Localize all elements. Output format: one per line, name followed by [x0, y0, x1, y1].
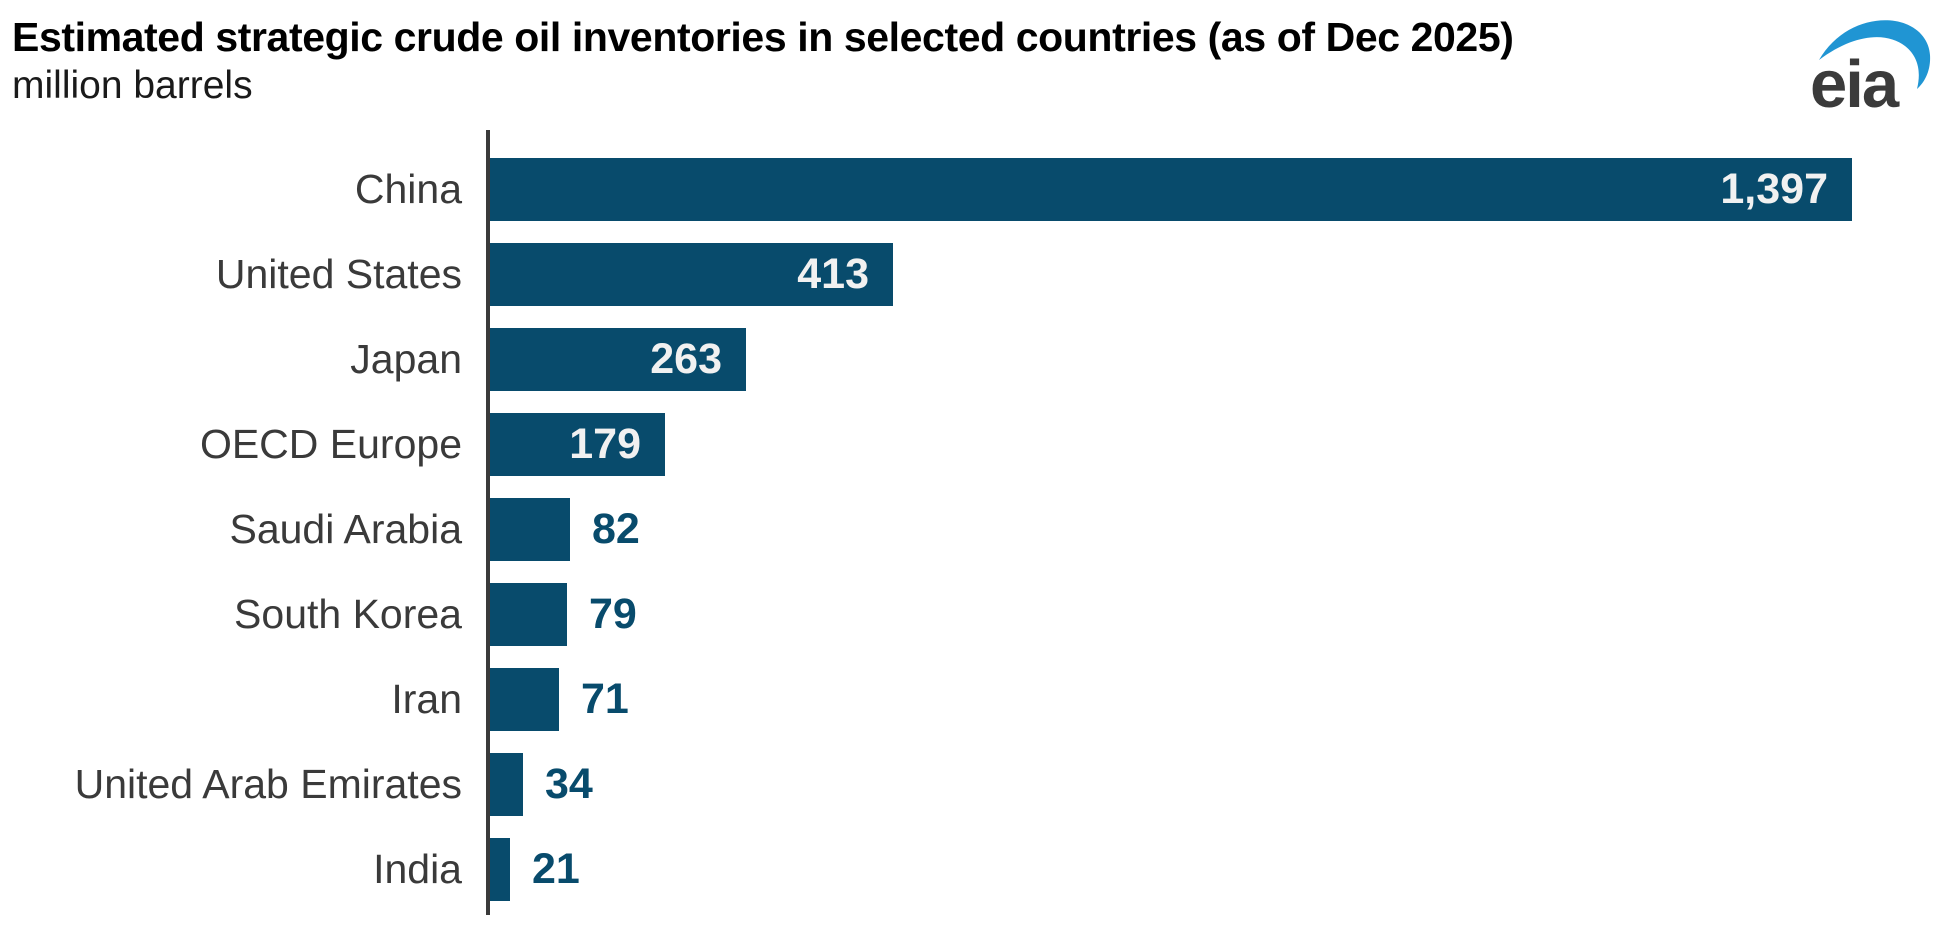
chart-row: Japan 263	[0, 328, 1953, 391]
eia-logo: eia	[1807, 15, 1940, 122]
bar-area: 1,397	[490, 158, 1953, 221]
value-label: 1,397	[1720, 165, 1828, 213]
category-label: Saudi Arabia	[229, 506, 462, 552]
bar	[490, 498, 570, 561]
category-label: Iran	[391, 676, 462, 722]
category-label: India	[373, 846, 462, 892]
eia-logo-text: eia	[1810, 47, 1900, 120]
chart-row: United Arab Emirates 34	[0, 753, 1953, 816]
bar-area: 263	[490, 328, 1953, 391]
value-label: 82	[592, 505, 640, 553]
bar-area: 82	[490, 498, 1953, 561]
chart-row: United States 413	[0, 243, 1953, 306]
category-label: United Arab Emirates	[74, 761, 462, 807]
value-label: 179	[569, 420, 641, 468]
bar: 1,397	[490, 158, 1852, 221]
bar-area: 34	[490, 753, 1953, 816]
chart-title: Estimated strategic crude oil inventorie…	[12, 14, 1514, 60]
chart-row: Saudi Arabia 82	[0, 498, 1953, 561]
chart-rows: China 1,397 United States 413 Japan 263 OECD E…	[0, 158, 1953, 923]
y-axis-line	[486, 130, 490, 915]
bar-area: 71	[490, 668, 1953, 731]
bar	[490, 753, 523, 816]
chart-header: Estimated strategic crude oil inventorie…	[12, 12, 1793, 110]
value-label: 413	[797, 250, 869, 298]
bar: 263	[490, 328, 746, 391]
category-label: China	[354, 166, 462, 212]
category-label: South Korea	[234, 591, 462, 637]
bar-area: 179	[490, 413, 1953, 476]
bar: 179	[490, 413, 665, 476]
eia-swoosh-icon	[1819, 20, 1931, 90]
value-label: 34	[545, 760, 593, 808]
value-label: 79	[589, 590, 637, 638]
chart-row: South Korea 79	[0, 583, 1953, 646]
category-label: Japan	[350, 336, 462, 382]
bar-area: 413	[490, 243, 1953, 306]
value-label: 71	[581, 675, 629, 723]
chart-row: India 21	[0, 838, 1953, 901]
category-label: United States	[215, 251, 462, 297]
eia-logo-graphic: eia	[1810, 20, 1931, 122]
value-label: 21	[532, 845, 580, 893]
bar	[490, 668, 559, 731]
bar: 413	[490, 243, 893, 306]
value-label: 263	[650, 335, 722, 383]
bar	[490, 838, 510, 901]
bar-area: 21	[490, 838, 1953, 901]
chart-subtitle: million barrels	[12, 64, 253, 107]
chart-row: OECD Europe 179	[0, 413, 1953, 476]
bar-chart: China 1,397 United States 413 Japan 263 OECD E…	[0, 128, 1953, 928]
chart-row: Iran 71	[0, 668, 1953, 731]
bar-area: 79	[490, 583, 1953, 646]
bar	[490, 583, 567, 646]
chart-row: China 1,397	[0, 158, 1953, 221]
category-label: OECD Europe	[199, 421, 462, 467]
